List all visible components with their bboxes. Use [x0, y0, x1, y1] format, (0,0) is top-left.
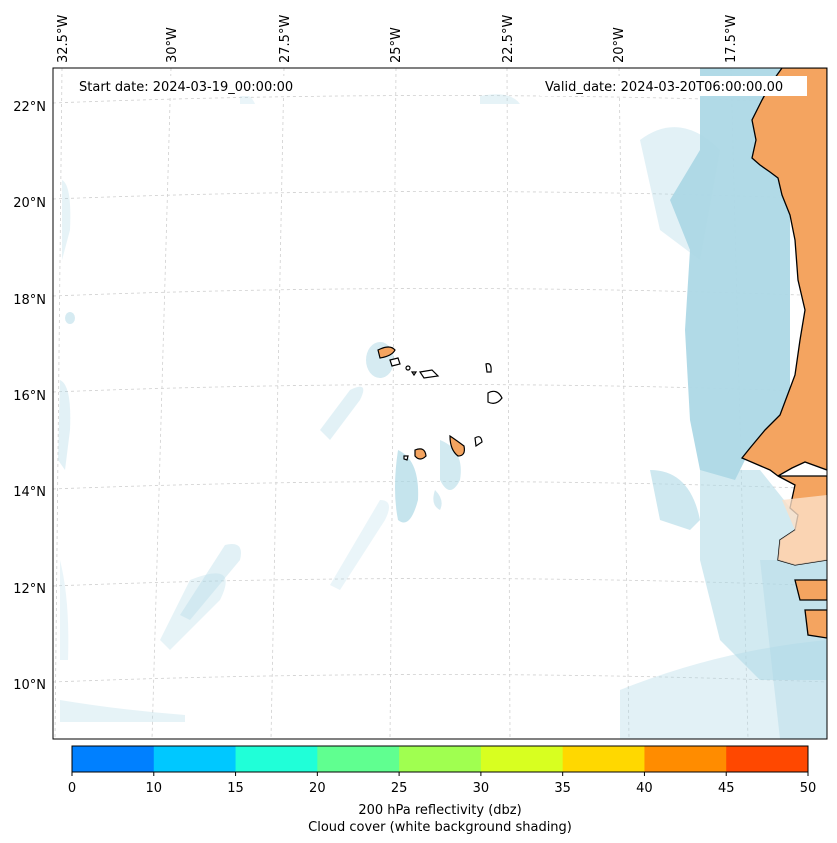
colorbar-segment [72, 746, 155, 772]
latitude-labels: 22°N 20°N 18°N 16°N 14°N 12°N 10°N [13, 100, 46, 693]
colorbar-segment [480, 746, 564, 772]
lat-label: 20°N [13, 196, 46, 211]
colorbar-tick-label: 30 [473, 781, 490, 796]
colorbar-segment [235, 746, 318, 772]
colorbar-tick-label: 25 [391, 781, 408, 796]
lon-label: 22.5°W [501, 15, 516, 63]
start-date-box [72, 76, 316, 96]
lat-label: 12°N [13, 582, 46, 597]
lon-label: 27.5°W [278, 15, 293, 63]
colorbar-segment [726, 746, 809, 772]
lon-label: 32.5°W [56, 15, 71, 63]
colorbar-segment [153, 746, 237, 772]
colorbar-tick-label: 45 [718, 781, 735, 796]
cape-verde-islands [377, 346, 503, 461]
valid-date-label: Valid_date: 2024-03-20T06:00:00.00 [545, 80, 783, 95]
parallel-gridlines [53, 95, 827, 683]
longitude-labels: 32.5°W 30°W 27.5°W 25°W 22.5°W 20°W 17.5… [56, 15, 739, 63]
colorbar-segment [399, 746, 482, 772]
colorbar-ticks: 0 10 15 20 25 30 35 40 45 50 [68, 772, 816, 796]
colorbar-subtitle: Cloud cover (white background shading) [308, 820, 572, 835]
colorbar-segment [644, 746, 727, 772]
lat-label: 10°N [13, 678, 46, 693]
colorbar [71, 745, 809, 773]
lon-label: 17.5°W [724, 15, 739, 63]
map-frame [52, 67, 828, 740]
colorbar-segment [317, 746, 400, 772]
senegal-inland-shading [778, 495, 827, 565]
lat-label: 14°N [13, 485, 46, 500]
lat-label: 16°N [13, 389, 46, 404]
colorbar-tick-label: 20 [309, 781, 326, 796]
cloud-cover-shading [58, 68, 827, 739]
colorbar-tick-label: 35 [554, 781, 571, 796]
colorbar-tick-label: 10 [146, 781, 163, 796]
lon-label: 25°W [389, 27, 404, 63]
colorbar-tick-label: 50 [800, 781, 817, 796]
lat-label: 22°N [13, 100, 46, 115]
colorbar-tick-label: 40 [636, 781, 653, 796]
lon-label: 20°W [612, 27, 627, 63]
start-date-label: Start date: 2024-03-19_00:00:00 [79, 80, 293, 95]
colorbar-tick-label: 15 [227, 781, 244, 796]
lat-label: 18°N [13, 293, 46, 308]
valid-date-box [540, 76, 807, 96]
colorbar-tick-label: 0 [68, 781, 76, 796]
colorbar-segment [562, 746, 645, 772]
colorbar-title: 200 hPa reflectivity (dbz) [358, 803, 521, 818]
colorbar-border [71, 745, 809, 773]
lon-label: 30°W [165, 27, 180, 63]
